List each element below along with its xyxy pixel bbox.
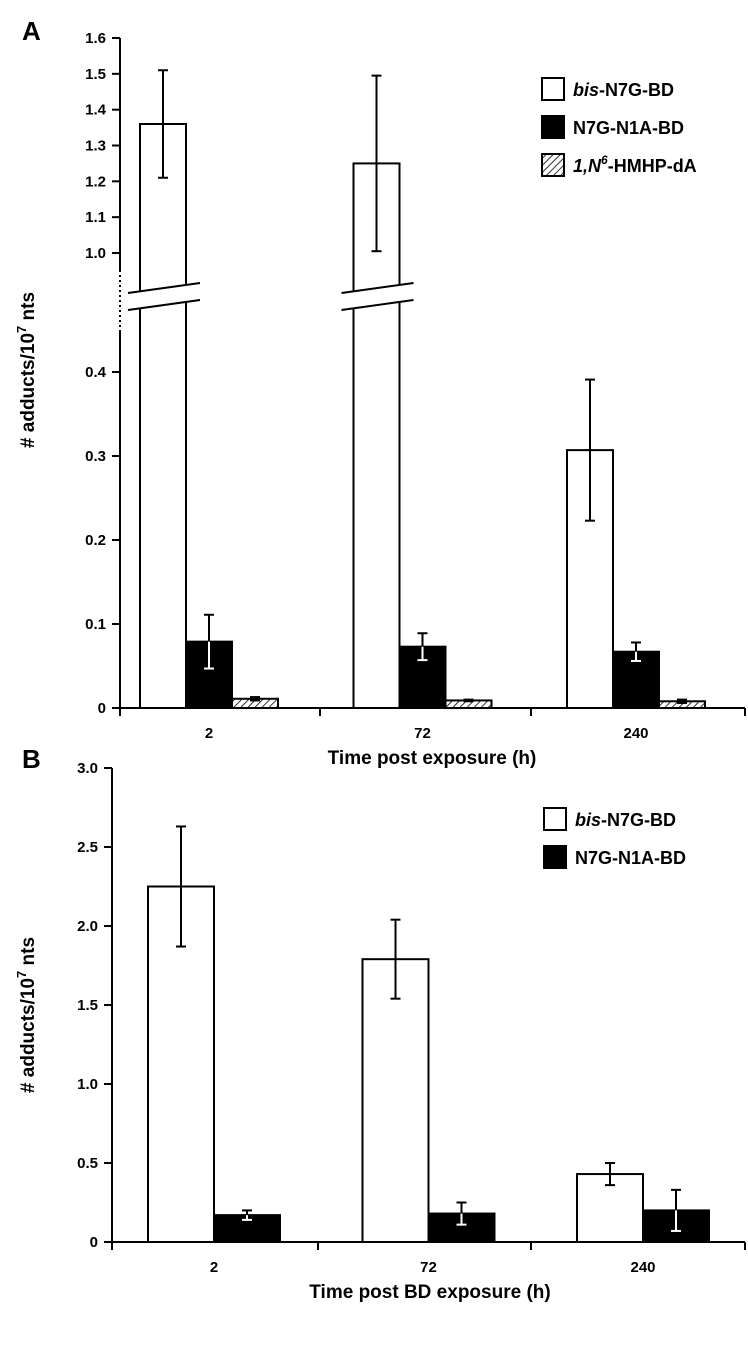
break-mask-1 xyxy=(128,283,200,310)
legend-label-rest: -N7G-BD xyxy=(601,810,676,830)
y-tick-label-0: 0 xyxy=(98,700,106,717)
y-tick-label-0.2: 0.2 xyxy=(85,532,106,549)
panel-letter-a: A xyxy=(22,16,41,46)
y-tick-label-1.5: 1.5 xyxy=(85,66,106,83)
legend-swatch-2 xyxy=(541,115,565,139)
y-tick-label-1.6: 1.6 xyxy=(85,30,106,47)
error-bar-series1-72h xyxy=(371,74,382,253)
legend-label-sup: 6 xyxy=(601,153,608,167)
legend-label-1: bis-N7G-BD xyxy=(575,810,676,830)
x-axis-label: Time post exposure (h) xyxy=(328,748,537,769)
y-tick-label-1.5: 1.5 xyxy=(77,997,98,1014)
y-axis-label-unit: nts xyxy=(18,937,39,971)
x-tick-label-240: 240 xyxy=(630,1259,655,1276)
y-tick-label-0.4: 0.4 xyxy=(85,364,107,381)
y-tick-label-2.0: 2.0 xyxy=(77,918,98,935)
legend-label-rest: N7G-N1A-BD xyxy=(575,848,686,868)
x-tick-label-240: 240 xyxy=(623,725,648,742)
panel-a-chart: 2 72 240 Time post exposure (h) 0 0.1 0.2 0.3 0.… xyxy=(14,16,746,769)
error-bar-series3-2h xyxy=(250,696,260,702)
bar-series1-72h xyxy=(361,958,430,1243)
error-bar-series1-240h xyxy=(585,378,595,522)
x-tick-label-72: 72 xyxy=(414,725,431,742)
y-axis-label-exponent: 7 xyxy=(14,326,29,333)
error-bar-series2-240h xyxy=(671,1188,681,1232)
legend-panel-b: bis-N7G-BD N7G-N1A-BD xyxy=(543,807,686,869)
y-tick-label-0.1: 0.1 xyxy=(85,616,106,633)
legend-label-1: bis-N7G-BD xyxy=(573,80,674,100)
break-mark-bottom-2 xyxy=(341,299,414,311)
y-axis-label: # adducts/107 nts xyxy=(14,292,39,448)
error-bar-series1-2h xyxy=(158,69,168,179)
y-tick-label-0.3: 0.3 xyxy=(85,448,106,465)
legend-swatch-3 xyxy=(541,153,565,177)
legend-swatch-2 xyxy=(543,845,567,869)
legend-label-italic: 1,N xyxy=(573,156,602,176)
error-bar-series3-72h xyxy=(463,698,474,703)
legend-label-rest: -HMHP-dA xyxy=(608,156,697,176)
y-axis-label-unit: nts xyxy=(18,292,39,326)
x-tick-label-72: 72 xyxy=(420,1259,437,1276)
y-tick-label-2.5: 2.5 xyxy=(77,839,98,856)
legend-label-rest: -N7G-BD xyxy=(599,80,674,100)
panel-b-chart: 2 72 240 Time post BD exposure (h) 0 0.5 1.0 1.… xyxy=(14,744,746,1303)
legend-label-2: N7G-N1A-BD xyxy=(575,848,686,868)
bar-series1-2h xyxy=(139,123,187,709)
error-bar-series1-72h xyxy=(390,918,401,1000)
error-bar-series2-2h xyxy=(204,613,214,670)
y-tick-label-0.5: 0.5 xyxy=(77,1155,98,1172)
error-bar-series2-2h xyxy=(242,1209,252,1221)
y-axis-label-exponent: 7 xyxy=(14,971,29,978)
legend-label-italic: bis xyxy=(573,80,599,100)
legend-label-rest: N7G-N1A-BD xyxy=(573,118,684,138)
break-mark-top-2 xyxy=(341,282,414,294)
y-tick-label-1.1: 1.1 xyxy=(85,209,106,226)
y-axis-label-main: # adducts/10 xyxy=(18,333,39,448)
y-axis-label: # adducts/107 nts xyxy=(14,937,39,1093)
y-tick-label-3.0: 3.0 xyxy=(77,760,98,777)
error-bar-series2-72h xyxy=(417,632,428,662)
error-bar-series3-240h xyxy=(677,698,687,704)
error-bar-series2-72h xyxy=(456,1201,467,1226)
error-bar-series2-240h xyxy=(631,641,641,662)
y-tick-label-1.2: 1.2 xyxy=(85,173,106,190)
error-bar-series1-2h xyxy=(176,825,186,948)
y-tick-label-1.0: 1.0 xyxy=(85,245,106,262)
legend-panel-a: bis-N7G-BD N7G-N1A-BD 1,N6-HMHP-dA xyxy=(541,77,697,177)
y-axis-label-main: # adducts/10 xyxy=(18,978,39,1093)
error-bar-series1-240h xyxy=(605,1162,615,1187)
legend-swatch-1 xyxy=(541,77,565,101)
x-tick-label-2: 2 xyxy=(210,1259,218,1276)
y-tick-label-1.0: 1.0 xyxy=(77,1076,98,1093)
x-axis-label: Time post BD exposure (h) xyxy=(309,1282,550,1303)
legend-label-italic: bis xyxy=(575,810,601,830)
legend-label-2: N7G-N1A-BD xyxy=(573,118,684,138)
y-tick-label-0: 0 xyxy=(90,1234,98,1251)
y-tick-label-1.4: 1.4 xyxy=(85,102,107,119)
break-mask-2 xyxy=(341,283,414,310)
break-mark-top-1 xyxy=(127,282,201,294)
legend-swatch-1 xyxy=(543,807,567,831)
panel-letter-b: B xyxy=(22,744,41,774)
legend-label-3: 1,N6-HMHP-dA xyxy=(573,153,697,176)
y-tick-label-1.3: 1.3 xyxy=(85,138,106,155)
x-tick-label-2: 2 xyxy=(205,725,213,742)
break-mark-bottom-1 xyxy=(127,299,201,311)
